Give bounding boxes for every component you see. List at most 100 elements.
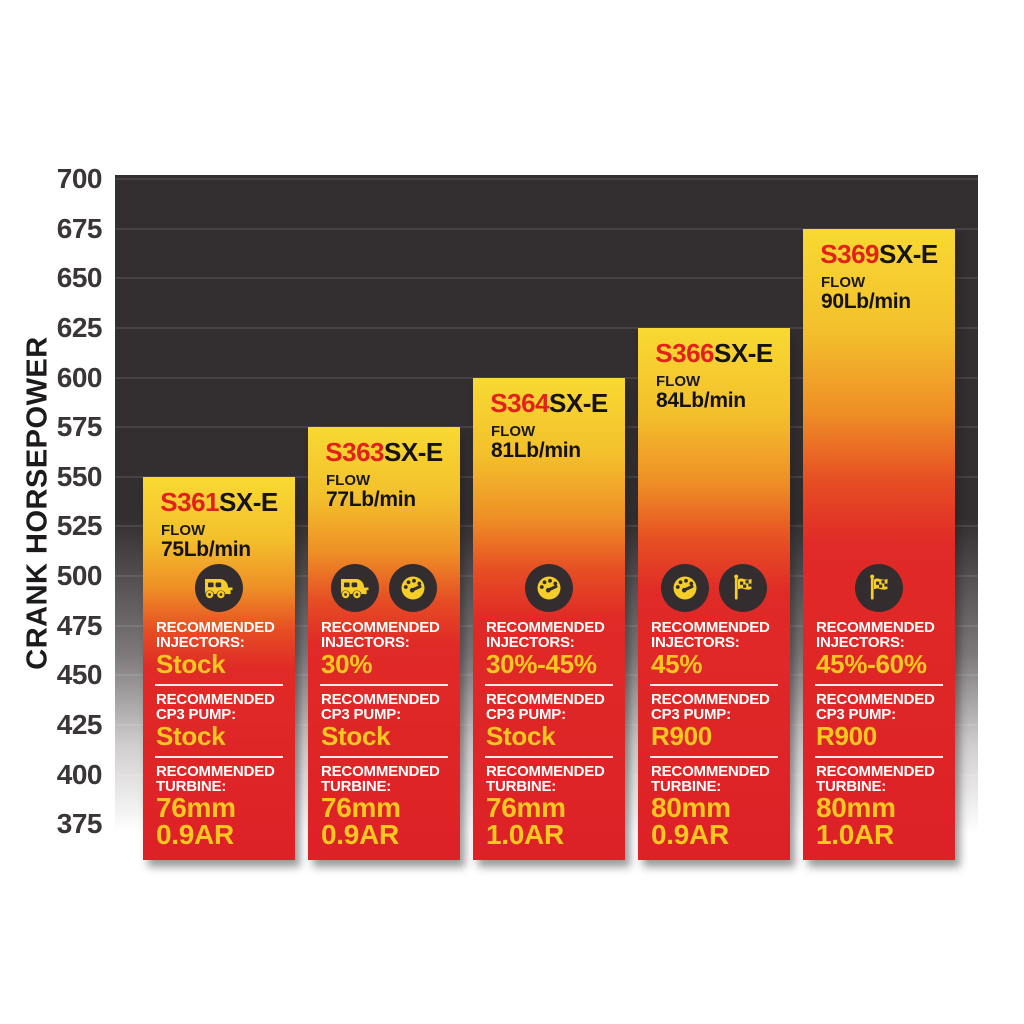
injectors-section: RECOMMENDED INJECTORS: 45% xyxy=(638,620,790,678)
turbine-section: RECOMMENDED TURBINE: 76mm 0.9AR xyxy=(308,762,460,850)
bar-bottom-pad xyxy=(143,848,295,860)
section-divider xyxy=(815,755,943,758)
flow-label: FLOW xyxy=(161,521,206,539)
turbine-label: RECOMMENDED TURBINE: xyxy=(486,762,605,795)
section-divider xyxy=(155,683,283,686)
section-divider xyxy=(650,683,778,686)
bar-bottom-pad xyxy=(638,848,790,860)
cp3-pump-section: RECOMMENDED CP3 PUMP: R900 xyxy=(803,692,955,750)
y-tick-label: 700 xyxy=(56,162,103,194)
y-tick-label: 575 xyxy=(56,411,103,443)
usage-icons-row xyxy=(473,563,625,612)
turbine-label: RECOMMENDED TURBINE: xyxy=(651,762,770,795)
y-tick-label: 425 xyxy=(56,708,103,740)
turbo-model: S369SX-E xyxy=(803,239,955,269)
turbine-section: RECOMMENDED TURBINE: 80mm 0.9AR xyxy=(638,762,790,850)
bar-bottom-pad xyxy=(473,848,625,860)
gridline xyxy=(115,177,978,180)
y-tick-label: 625 xyxy=(56,311,103,343)
bar-bottom-pad xyxy=(803,848,955,860)
section-divider xyxy=(155,755,283,758)
turbo-model: S366SX-E xyxy=(638,338,790,368)
injectors-label: RECOMMENDED INJECTORS: xyxy=(486,618,605,651)
section-divider xyxy=(650,755,778,758)
cp3-pump-value: Stock xyxy=(486,720,556,751)
bar-gradient-spacer xyxy=(473,463,625,564)
gridline xyxy=(115,326,978,329)
injectors-section: RECOMMENDED INJECTORS: 30% xyxy=(308,620,460,678)
chart-bar: S369SX-E FLOW 90Lb/min RECOMMENDED INJECTOR… xyxy=(803,228,955,860)
bar-gradient-spacer xyxy=(803,314,955,564)
usage-icons-row xyxy=(803,563,955,612)
model-series: SX-E xyxy=(879,238,938,269)
injectors-label: RECOMMENDED INJECTORS: xyxy=(321,618,440,651)
bar-gradient-spacer xyxy=(638,413,790,564)
bar-gradient-spacer xyxy=(308,512,460,564)
truck-icon xyxy=(195,563,243,612)
injectors-value: 30% xyxy=(321,648,373,679)
y-tick-label: 375 xyxy=(56,808,103,840)
model-series: SX-E xyxy=(714,337,773,368)
cp3-pump-section: RECOMMENDED CP3 PUMP: R900 xyxy=(638,692,790,750)
section-divider xyxy=(485,683,613,686)
injectors-value: Stock xyxy=(156,648,226,679)
chart-bar: S364SX-E FLOW 81Lb/min RECOMMENDED INJECTOR… xyxy=(473,377,625,860)
turbine-value: 80mm 0.9AR xyxy=(651,791,731,850)
turbo-model: S361SX-E xyxy=(143,487,295,517)
injectors-label: RECOMMENDED INJECTORS: xyxy=(816,618,935,651)
y-tick-label: 525 xyxy=(56,510,103,542)
injectors-value: 45% xyxy=(651,648,703,679)
turbine-value: 76mm 0.9AR xyxy=(156,791,236,850)
cp3-pump-section: RECOMMENDED CP3 PUMP: Stock xyxy=(473,692,625,750)
cp3-pump-value: Stock xyxy=(156,720,226,751)
model-series: SX-E xyxy=(549,387,608,418)
gauge-icon xyxy=(525,563,573,612)
model-number: S369 xyxy=(820,238,880,269)
chart-bar: S363SX-E FLOW 77Lb/min RECOMMENDED INJECTOR… xyxy=(308,427,460,860)
gauge-icon xyxy=(389,563,437,612)
injectors-value: 30%-45% xyxy=(486,648,597,679)
model-series: SX-E xyxy=(219,486,278,517)
cp3-pump-value: R900 xyxy=(816,720,877,751)
y-tick-label: 500 xyxy=(56,560,103,592)
gridline xyxy=(115,227,978,230)
flow-value: 84Lb/min xyxy=(656,388,746,412)
turbine-section: RECOMMENDED TURBINE: 80mm 1.0AR xyxy=(803,762,955,849)
flow-label: FLOW xyxy=(326,472,371,490)
turbine-label: RECOMMENDED TURBINE: xyxy=(321,762,440,795)
turbo-model: S363SX-E xyxy=(308,437,460,467)
y-tick-label: 650 xyxy=(56,262,103,294)
cp3-pump-value: Stock xyxy=(321,720,391,751)
flow-value: 77Lb/min xyxy=(326,488,416,512)
model-number: S364 xyxy=(490,387,550,418)
injectors-label: RECOMMENDED INJECTORS: xyxy=(651,618,770,651)
turbine-label: RECOMMENDED TURBINE: xyxy=(816,762,935,795)
section-divider xyxy=(320,755,448,758)
y-tick-label: 400 xyxy=(56,758,103,790)
usage-icons-row xyxy=(638,563,790,612)
usage-icons-row xyxy=(308,563,460,612)
flow-label: FLOW xyxy=(656,372,701,390)
flow-value: 75Lb/min xyxy=(161,537,251,561)
y-tick-label: 550 xyxy=(56,460,103,492)
cp3-pump-label: RECOMMENDED CP3 PUMP: xyxy=(321,690,440,723)
gridline xyxy=(115,277,978,280)
model-number: S366 xyxy=(655,337,715,368)
section-divider xyxy=(485,755,613,758)
y-tick-label: 475 xyxy=(56,609,103,641)
model-number: S361 xyxy=(160,486,220,517)
chart-bar: S366SX-E FLOW 84Lb/min RECOMMENDED INJECTOR… xyxy=(638,327,790,860)
flag-icon xyxy=(855,563,903,612)
injectors-value: 45%-60% xyxy=(816,648,927,679)
truck-icon xyxy=(331,563,379,612)
flow-label: FLOW xyxy=(821,273,866,291)
cp3-pump-section: RECOMMENDED CP3 PUMP: Stock xyxy=(143,692,295,750)
cp3-pump-label: RECOMMENDED CP3 PUMP: xyxy=(486,690,605,723)
model-number: S363 xyxy=(325,437,385,468)
section-divider xyxy=(815,683,943,686)
flow-value: 90Lb/min xyxy=(821,289,911,313)
turbine-section: RECOMMENDED TURBINE: 76mm 1.0AR xyxy=(473,762,625,849)
turbine-value: 76mm 0.9AR xyxy=(321,791,401,850)
turbo-model: S364SX-E xyxy=(473,388,625,418)
